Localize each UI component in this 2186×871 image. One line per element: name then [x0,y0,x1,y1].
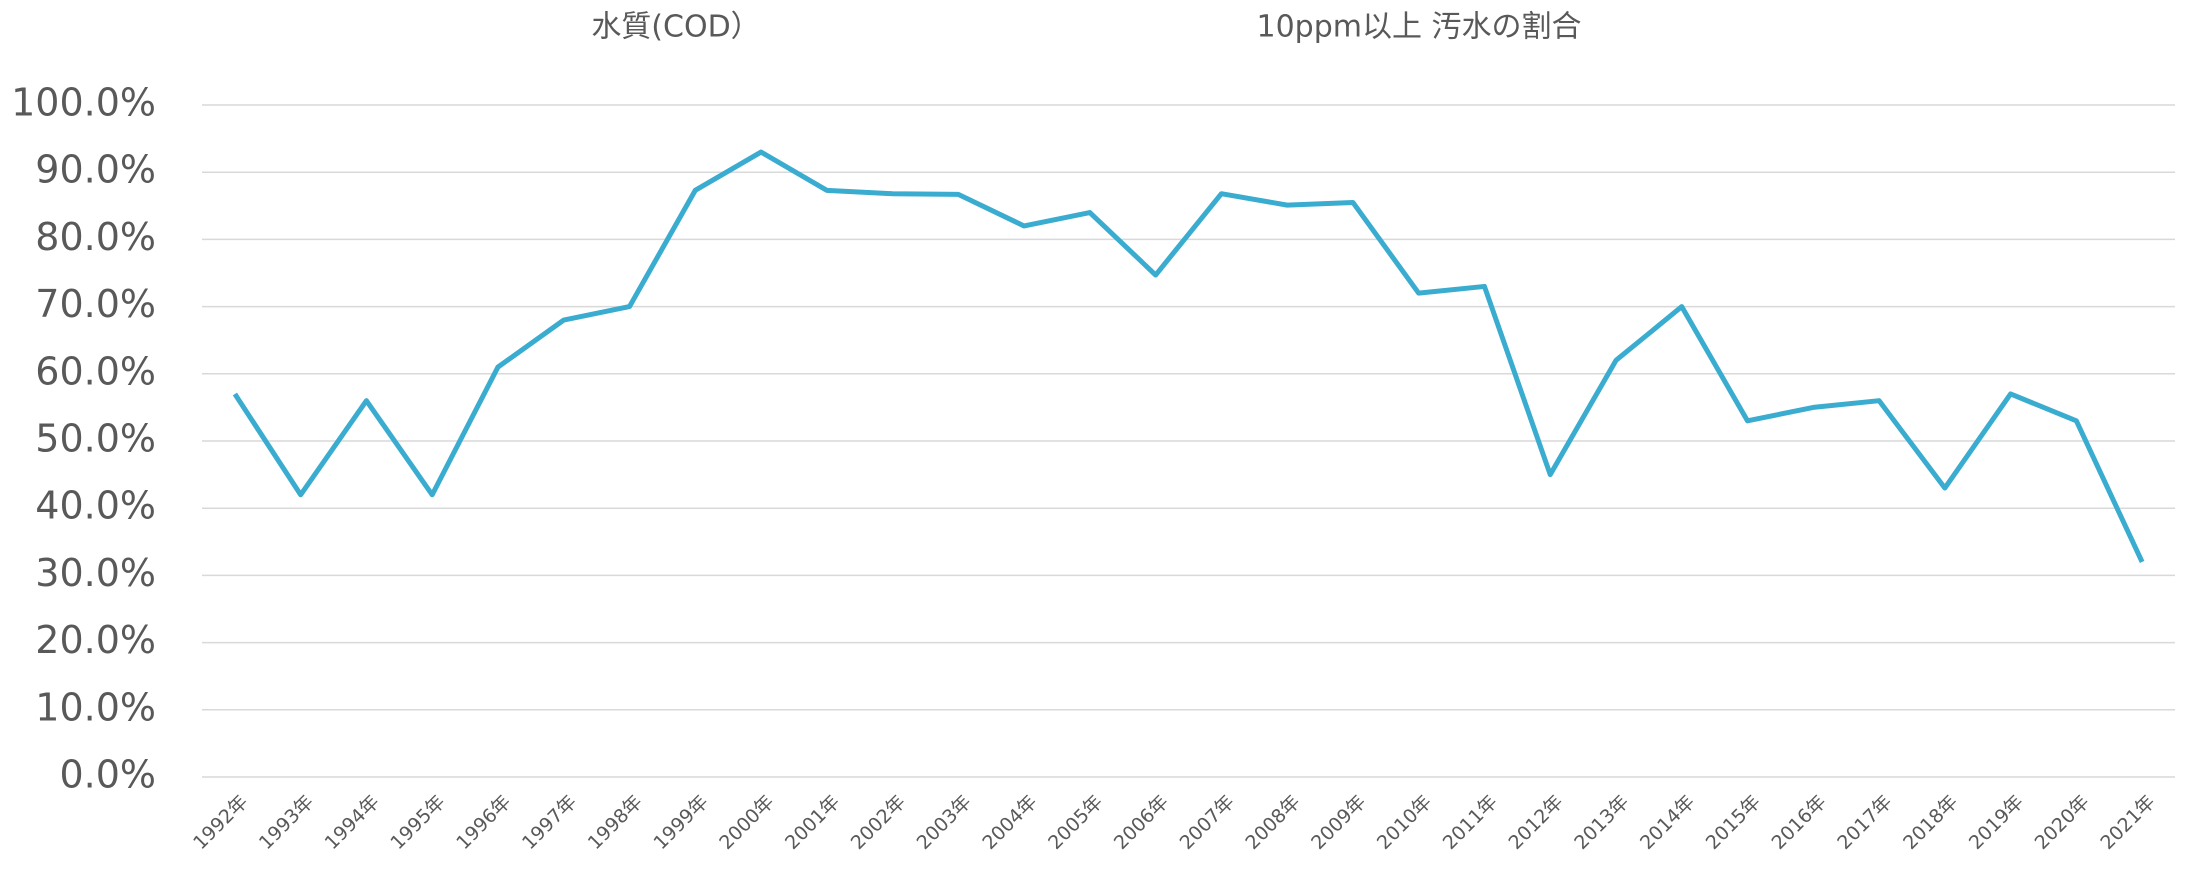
x-tick-label: 1992年 [189,791,252,854]
y-tick-label: 100.0% [11,81,156,125]
x-tick-label: 2011年 [1439,791,1502,854]
y-tick-label: 40.0% [35,484,156,528]
x-tick-label: 2021年 [2096,791,2159,854]
y-tick-label: 30.0% [35,551,156,595]
x-tick-label: 1995年 [386,791,449,854]
y-tick-label: 10.0% [35,685,156,729]
y-tick-label: 90.0% [35,148,156,192]
x-tick-label: 2004年 [978,791,1041,854]
x-tick-label: 2016年 [1768,791,1831,854]
x-tick-label: 1996年 [452,791,515,854]
x-tick-label: 2014年 [1636,791,1699,854]
chart-subtitle: 10ppm以上 汚水の割合 [1256,10,1581,45]
y-tick-label: 60.0% [35,349,156,393]
x-tick-label: 2001年 [781,791,844,854]
x-tick-label: 2018年 [1899,791,1962,854]
x-tick-label: 1994年 [321,791,384,854]
x-tick-label: 2006年 [1110,791,1173,854]
x-tick-label: 2000年 [715,791,778,854]
x-tick-label: 1998年 [584,791,647,854]
x-tick-label: 1993年 [255,791,318,854]
x-tick-label: 2015年 [1702,791,1765,854]
y-tick-label: 50.0% [35,417,156,461]
data-line [232,149,2145,564]
x-tick-label: 2020年 [2031,791,2094,854]
x-tick-label: 2009年 [1307,791,1370,854]
x-tick-label: 2019年 [1965,791,2028,854]
chart-title: 水質(COD） [591,10,760,45]
y-tick-label: 80.0% [35,215,156,259]
x-tick-label: 1997年 [518,791,581,854]
x-tick-label: 2013年 [1570,791,1633,854]
x-tick-label: 2017年 [1833,791,1896,854]
x-tick-label: 2005年 [1044,791,1107,854]
x-tick-label: 1999年 [649,791,712,854]
x-tick-label: 2008年 [1241,791,1304,854]
y-tick-label: 70.0% [35,282,156,326]
y-tick-label: 0.0% [59,753,156,797]
x-tick-label: 2007年 [1176,791,1239,854]
x-tick-label: 2012年 [1504,791,1567,854]
x-tick-label: 2010年 [1373,791,1436,854]
y-tick-label: 20.0% [35,618,156,662]
x-tick-label: 2003年 [913,791,976,854]
x-tick-label: 2002年 [847,791,910,854]
